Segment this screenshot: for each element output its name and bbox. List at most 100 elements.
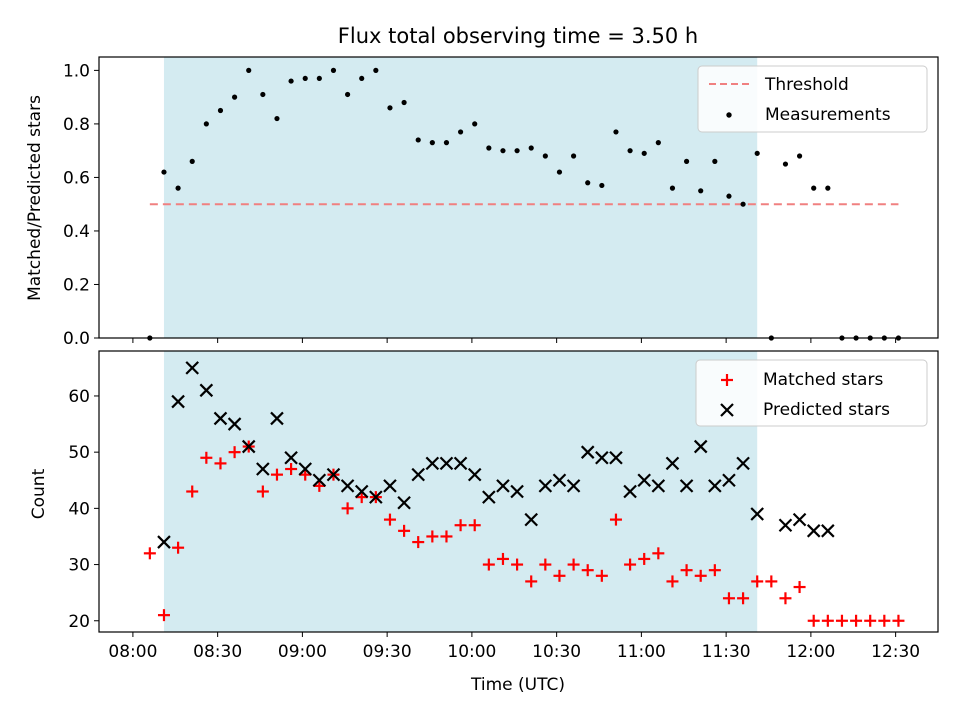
x-tick-label: 09:00: [278, 642, 327, 662]
measurement-point: [570, 153, 577, 159]
matched-star-point: [609, 513, 622, 526]
measurement-point: [401, 99, 407, 106]
predicted-star-point: [538, 479, 553, 493]
matched-star-point: [878, 614, 891, 627]
matched-star-point: [256, 485, 269, 498]
matched-star-point: [270, 468, 283, 481]
measurement-point: [514, 148, 520, 154]
predicted-star-point: [778, 518, 793, 532]
matched-stars-points: [143, 440, 905, 627]
bottom-y-axis-label: Count: [29, 468, 49, 519]
x-tick-label: 11:30: [702, 642, 751, 662]
predicted-star-point: [467, 467, 482, 482]
predicted-star-point: [736, 456, 750, 471]
matched-star-point: [398, 524, 411, 537]
measurement-point: [373, 67, 379, 73]
matched-star-point: [299, 468, 312, 481]
matched-star-point: [680, 564, 693, 577]
predicted-stars-points: [157, 361, 835, 549]
matched-star-point: [793, 581, 806, 594]
x-tick-label: 12:30: [871, 642, 920, 662]
measurement-point: [811, 185, 817, 191]
predicted-star-point: [383, 479, 397, 493]
chart-title: Flux total observing time = 3.50 h: [338, 24, 698, 48]
predicted-star-point: [806, 524, 821, 538]
matched-star-point: [694, 569, 707, 582]
measurement-point: [274, 115, 280, 122]
predicted-star-point: [750, 507, 764, 521]
measurement-point: [486, 145, 492, 151]
measurement-point: [585, 180, 591, 186]
predicted-star-point: [369, 490, 383, 504]
predicted-star-point: [397, 495, 411, 510]
measurement-point: [302, 75, 308, 82]
top-y-tick-label: 0.6: [63, 168, 90, 188]
predicted-star-point: [326, 467, 341, 482]
predicted-star-point: [665, 456, 680, 471]
bottom-panel: 08:00 08:30 09:00 09:30 10:00 10:30 11:00 11:30…: [29, 350, 939, 695]
measurement-point: [316, 75, 322, 82]
measurement-point: [754, 150, 760, 156]
top-plot-frame: [98, 56, 939, 339]
measurement-point: [387, 105, 393, 111]
predicted-star-point: [312, 473, 327, 488]
predicted-star-point: [213, 411, 228, 426]
measurement-point: [175, 185, 181, 191]
predicted-star-point: [340, 479, 355, 493]
matched-star-point: [355, 491, 368, 504]
x-tick-label: 11:00: [617, 642, 666, 662]
bottom-legend-box: [695, 359, 928, 427]
x-tick-label: 08:30: [193, 642, 242, 662]
predicted-star-point: [439, 456, 454, 471]
matched-star-point: [511, 558, 524, 571]
predicted-star-point: [482, 490, 496, 504]
matched-star-point: [722, 592, 735, 605]
predicted-star-point: [566, 479, 581, 493]
predicted-star-point: [157, 535, 171, 549]
measurement-point: [542, 153, 548, 159]
matched-star-point: [765, 575, 778, 588]
predicted-star-point: [411, 467, 425, 482]
predicted-star-point: [453, 456, 468, 471]
predicted-star-point: [821, 524, 835, 538]
x-tick-label: 08:00: [108, 642, 157, 662]
measurement-point: [344, 91, 351, 98]
matched-star-point: [807, 614, 820, 627]
matched-star-point: [835, 614, 848, 627]
measurement-point: [429, 140, 435, 146]
x-tick-label: 10:30: [532, 642, 581, 662]
matched-star-point: [285, 463, 298, 476]
measurement-point: [500, 148, 506, 154]
bottom-y-tick-label: 60: [68, 387, 90, 407]
predicted-star-point: [595, 451, 609, 465]
matched-star-point: [864, 614, 877, 627]
measurement-point: [288, 78, 294, 84]
matched-star-point: [850, 614, 863, 627]
bottom-y-tick-label: 50: [68, 443, 90, 463]
predicted-star-point: [185, 361, 200, 375]
measurement-point: [457, 129, 464, 135]
matched-star-point: [426, 530, 439, 543]
matched-star-point: [143, 547, 156, 560]
measurement-point: [655, 140, 661, 146]
matched-star-point: [652, 547, 665, 560]
measurement-point: [599, 182, 605, 189]
predicted-star-point: [792, 512, 807, 527]
predicted-star-point: [708, 479, 722, 493]
measurement-point: [161, 169, 167, 175]
bottom-x-ticks: 08:00 08:30 09:00 09:30 10:00 10:30 11:00 11:30…: [108, 632, 920, 662]
measurement-point: [796, 153, 803, 159]
top-y-ticks: 0.0 0.2 0.4 0.6 0.8 1.0: [63, 61, 99, 349]
measurement-point: [669, 185, 676, 191]
top-panel: 0.0 0.2 0.4 0.6 0.8 1.0 Matched/Predicted sta…: [25, 56, 939, 349]
measurement-point: [825, 185, 831, 191]
measurement-point: [698, 188, 704, 194]
measurement-point: [556, 169, 563, 175]
matched-star-point: [751, 575, 764, 588]
measurement-point: [613, 129, 619, 135]
matched-star-point: [412, 536, 425, 549]
legend-measurements-swatch: [726, 112, 732, 118]
matched-star-point: [496, 552, 509, 565]
measurement-point: [415, 137, 421, 143]
top-y-tick-label: 1.0: [63, 61, 90, 81]
